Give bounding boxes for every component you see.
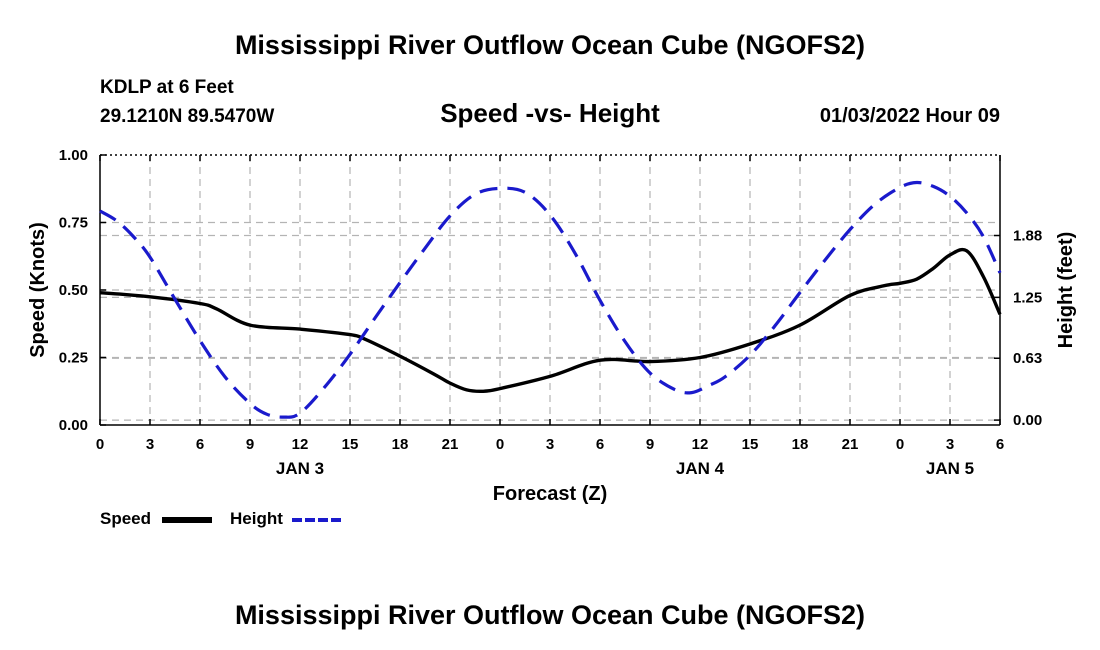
station-label: KDLP at 6 Feet xyxy=(100,77,234,98)
x-tick-label: 9 xyxy=(646,436,654,453)
station-coords: 29.1210N 89.5470W xyxy=(100,106,275,127)
y-tick-label: 0.75 xyxy=(59,215,88,232)
y2-tick-label: 1.88 xyxy=(1013,228,1042,245)
x-tick-label: 12 xyxy=(292,436,309,453)
y-tick-label: 0.25 xyxy=(59,350,88,367)
footer-title: Mississippi River Outflow Ocean Cube (NG… xyxy=(234,600,866,630)
x-tick-label: 6 xyxy=(196,436,204,453)
y2-axis-label: Height (feet) xyxy=(1055,232,1077,349)
x-tick-label: 21 xyxy=(842,436,859,453)
x-day-label: JAN 5 xyxy=(926,459,974,478)
x-tick-label: 18 xyxy=(792,436,809,453)
legend-height-label: Height xyxy=(230,509,283,528)
y-axis-label: Speed (Knots) xyxy=(27,222,49,358)
x-tick-label: 12 xyxy=(692,436,709,453)
y-tick-label: 0.00 xyxy=(59,417,88,434)
y-tick-label: 0.50 xyxy=(59,282,88,299)
y2-tick-label: 0.63 xyxy=(1013,350,1042,367)
x-tick-label: 15 xyxy=(342,436,359,453)
x-tick-label: 3 xyxy=(946,436,954,453)
series-line-speed xyxy=(99,247,1002,394)
x-tick-label: 0 xyxy=(896,436,904,453)
x-tick-label: 18 xyxy=(392,436,409,453)
x-tick-label: 15 xyxy=(742,436,759,453)
series-line-height xyxy=(99,180,1002,419)
x-tick-label: 6 xyxy=(996,436,1004,453)
chart-subtitle: Speed -vs- Height xyxy=(440,98,660,128)
y2-tick-label: 1.25 xyxy=(1013,289,1042,306)
x-tick-label: 3 xyxy=(546,436,554,453)
x-day-label: JAN 4 xyxy=(676,459,725,478)
x-axis-label: Forecast (Z) xyxy=(493,483,607,505)
x-tick-label: 21 xyxy=(442,436,459,453)
chart-title: Mississippi River Outflow Ocean Cube (NG… xyxy=(234,30,866,60)
x-tick-label: 3 xyxy=(146,436,154,453)
x-tick-label: 9 xyxy=(246,436,254,453)
x-day-label: JAN 3 xyxy=(276,459,324,478)
forecast-datetime: 01/03/2022 Hour 09 xyxy=(819,105,1000,127)
y-tick-label: 1.00 xyxy=(59,147,88,164)
legend-speed-label: Speed xyxy=(100,509,152,528)
x-tick-label: 0 xyxy=(496,436,504,453)
x-tick-label: 6 xyxy=(596,436,604,453)
x-tick-label: 0 xyxy=(96,436,104,453)
y2-tick-label: 0.00 xyxy=(1013,412,1042,429)
